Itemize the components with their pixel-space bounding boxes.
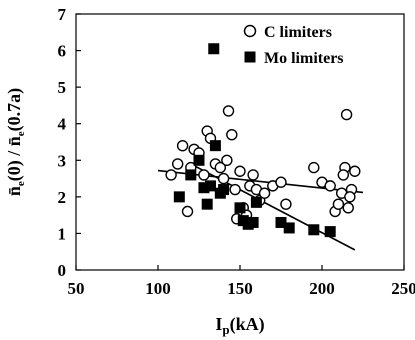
c-limiter-point [258, 187, 271, 199]
c-limiter-point [217, 172, 230, 185]
y-tick-label: 5 [58, 78, 67, 97]
x-tick-label: 250 [391, 279, 415, 298]
c-limiter-point [337, 169, 350, 181]
mo-limiter-point [250, 196, 262, 208]
mo-limiter-point [208, 43, 220, 55]
mo-limiter-point [324, 226, 336, 238]
axis-ticks-layer: 50 100 150 200 250 0 1 2 3 4 5 6 7 [58, 5, 415, 298]
y-tick-label: 1 [58, 224, 67, 243]
mo-limiter-point [193, 154, 205, 166]
mo-limiter-point [234, 202, 246, 214]
mo-limiter-point [204, 180, 216, 192]
mo-limiter-point [201, 198, 213, 210]
x-axis-label: Ip(kA) [215, 314, 264, 337]
c-limiter-point [181, 205, 194, 218]
c-limiter-point [342, 202, 354, 214]
c-limiter-point [226, 128, 238, 141]
mo-limiter-point [275, 216, 287, 228]
y-tick-label: 0 [58, 261, 67, 280]
c-limiter-point [229, 183, 241, 196]
c-limiter-point [221, 154, 233, 166]
c-limiter-point [344, 191, 356, 203]
x-axis-label-sub: p [222, 322, 229, 337]
mo-limiter-point [173, 191, 185, 203]
mo-limiter-point [218, 184, 230, 196]
mo-limiter-point [209, 140, 221, 152]
y-tick-label: 2 [58, 188, 67, 207]
x-tick-label: 200 [309, 279, 335, 298]
c-limiter-point [324, 180, 336, 192]
mo-limiter-point [247, 216, 259, 228]
c-limiter-point [275, 176, 287, 188]
legend-label-mo-limiters: Mo limiters [264, 50, 344, 67]
y-label-n1: n̄ [4, 186, 24, 196]
y-label-mid: (0) / [4, 146, 25, 181]
legend-label-c-limiters: C limiters [264, 24, 332, 41]
y-tick-label: 4 [58, 115, 67, 134]
y-tick-label: 3 [58, 151, 67, 170]
x-tick-label: 50 [68, 279, 85, 298]
mo-limiter-point [185, 169, 197, 181]
c-limiter-point [340, 108, 353, 121]
c-limiter-point [222, 105, 235, 117]
c-limiter-point [247, 169, 259, 181]
mo-limiter-point [198, 182, 210, 194]
mo-limiter-point [308, 224, 320, 236]
c-limiter-point [165, 169, 177, 181]
c-limiter-point [171, 158, 184, 170]
legend: C limiters Mo limiters [243, 24, 344, 67]
y-tick-label: 7 [58, 5, 67, 24]
c-limiter-point [280, 198, 292, 210]
y-label-end: (0.7a) [4, 88, 25, 132]
plot-area [75, 13, 405, 271]
c-limiter-point [214, 161, 227, 174]
c-limiter-point [349, 165, 361, 177]
c-limiter-point [332, 198, 345, 210]
y-label-n2: n̄ [4, 136, 24, 146]
c-limiter-point [308, 161, 320, 174]
legend-marker-mo-limiters [244, 51, 256, 63]
c-limiter-point [234, 165, 246, 177]
mo-limiter-point [283, 222, 295, 234]
x-axis-label-main: I [215, 314, 222, 334]
legend-marker-c-limiters [243, 24, 257, 38]
x-tick-label: 150 [227, 279, 253, 298]
c-limiter-point [176, 139, 189, 152]
c-limiter-point [198, 169, 210, 181]
y-axis-label: n̄e(0) / n̄e(0.7a) [4, 88, 27, 196]
y-label-sub1: e [15, 181, 27, 186]
x-tick-label: 100 [145, 279, 171, 298]
y-label-sub2: e [15, 131, 27, 136]
data-points-layer [165, 43, 361, 238]
x-axis-label-unit: (kA) [230, 314, 265, 335]
y-tick-label: 6 [58, 42, 67, 61]
